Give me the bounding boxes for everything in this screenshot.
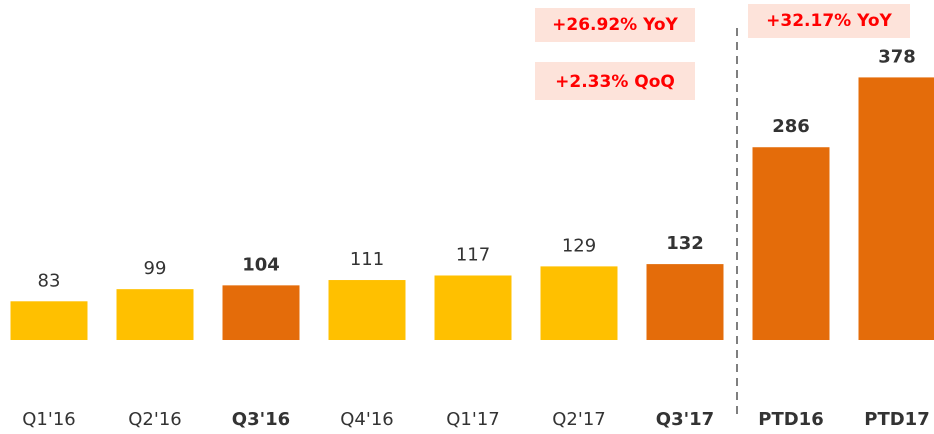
bar [328, 280, 406, 340]
bar [540, 266, 618, 340]
value-label: 83 [38, 270, 61, 291]
bar [10, 301, 88, 340]
bar [222, 285, 300, 340]
annotation-box [535, 62, 695, 100]
bar [752, 147, 830, 340]
bar [434, 275, 512, 340]
value-label: 378 [878, 46, 916, 67]
x-tick-label: PTD16 [758, 409, 823, 430]
annotation: +32.17% YoY [766, 11, 892, 31]
value-label: 111 [350, 249, 384, 270]
annotation-box [748, 4, 910, 38]
value-label: 99 [144, 258, 167, 279]
value-label: 132 [666, 233, 704, 254]
value-label: 104 [242, 254, 280, 275]
x-tick-label: Q1'17 [446, 409, 499, 430]
annotation-box [535, 8, 695, 42]
x-tick-label: Q3'16 [232, 409, 290, 430]
annotation: +26.92% YoY [552, 15, 678, 35]
bar [116, 289, 194, 340]
x-tick-label: Q1'16 [22, 409, 75, 430]
value-label: 117 [456, 244, 490, 265]
bar [858, 77, 934, 341]
value-label: 286 [772, 116, 810, 137]
value-label: 129 [562, 235, 596, 256]
annotation: +2.33% QoQ [555, 72, 675, 92]
x-tick-label: Q3'17 [656, 409, 714, 430]
bar [646, 264, 724, 340]
x-tick-label: Q2'16 [128, 409, 181, 430]
x-tick-label: Q4'16 [340, 409, 393, 430]
x-tick-label: PTD17 [864, 409, 929, 430]
x-tick-label: Q2'17 [552, 409, 605, 430]
